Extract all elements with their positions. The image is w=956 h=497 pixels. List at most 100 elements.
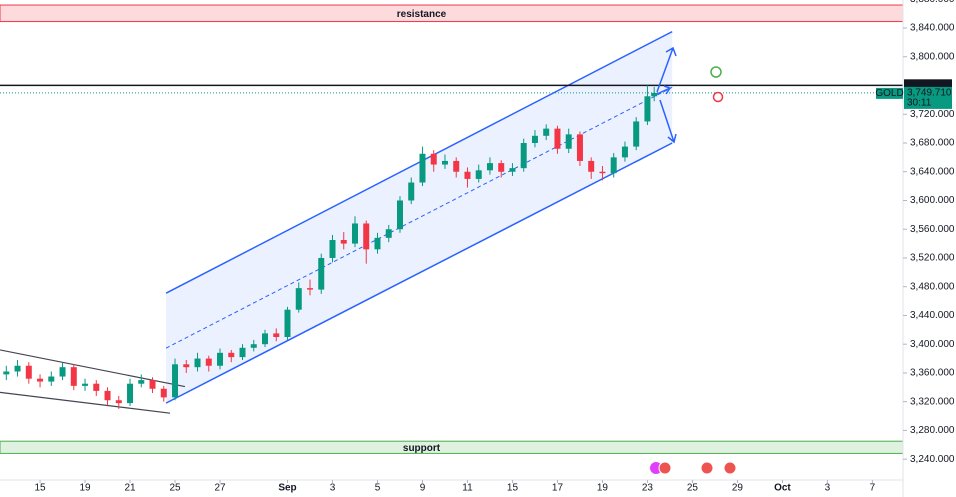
channel-line: [165, 142, 673, 404]
candle-body: [419, 153, 426, 183]
candle-body: [217, 352, 224, 366]
candle-body: [306, 288, 313, 290]
candle-body: [149, 380, 156, 389]
arrow-up: [656, 46, 677, 93]
candle-body: [621, 146, 628, 158]
candle-body: [3, 371, 10, 375]
event-icon[interactable]: [650, 462, 662, 474]
candle-body: [194, 358, 201, 368]
y-tick-label: 3,600.000: [910, 195, 955, 206]
candle-body: [82, 383, 89, 386]
candle-body: [104, 390, 111, 401]
x-tick-label: 11: [462, 483, 473, 494]
zone-label: support: [403, 443, 441, 454]
x-tick-label: Sep: [278, 483, 296, 494]
candle-body: [464, 171, 471, 179]
wedge-line: [0, 391, 171, 414]
x-tick-label: 3: [330, 483, 336, 494]
zone: [0, 4, 904, 23]
y-tick-label: 3,440.000: [910, 310, 955, 321]
candle-body: [408, 182, 415, 201]
zone-label: resistance: [397, 9, 447, 20]
arrow-flat: [656, 85, 672, 95]
candle-body: [633, 121, 640, 147]
y-tick-label: 3,520.000: [910, 253, 955, 264]
x-tick-label: 5: [375, 483, 381, 494]
candle-body: [651, 92, 658, 97]
candle-body: [520, 142, 527, 169]
candle-body: [262, 333, 269, 345]
candle-body: [25, 365, 32, 379]
x-tick-label: 29: [732, 483, 744, 494]
candle-body: [295, 288, 302, 310]
candle-body: [576, 134, 583, 161]
y-tick-label: 3,360.000: [910, 368, 955, 379]
channel-line: [165, 30, 673, 294]
candle-body: [531, 135, 538, 143]
x-tick-label: Oct: [774, 483, 791, 494]
arrow-down: [659, 99, 677, 144]
projection-arrows: [656, 46, 677, 144]
y-tick-label: 3,680.000: [910, 138, 955, 149]
event-icon[interactable]: [700, 461, 714, 475]
x-tick-label: 15: [507, 483, 519, 494]
candle-body: [37, 378, 44, 382]
candle-body: [250, 344, 257, 348]
candle-body: [284, 309, 291, 338]
candle-body: [430, 153, 437, 165]
event-icon[interactable]: [723, 461, 737, 475]
x-tick-label: 25: [169, 483, 181, 494]
candle-body: [205, 358, 212, 366]
candle-body: [318, 257, 325, 290]
candle-body: [183, 364, 190, 368]
y-tick-label: 3,320.000: [910, 396, 955, 407]
candle-body: [486, 163, 493, 171]
candle-body: [588, 160, 595, 172]
candle-body: [396, 200, 403, 230]
candle-body: [509, 168, 516, 172]
price-tag: [904, 86, 952, 109]
zone: [0, 440, 904, 454]
y-tick-label: 3,720.000: [910, 109, 955, 120]
symbol-tag-label: GOLD: [875, 88, 903, 99]
candle-body: [340, 240, 347, 244]
candle-body: [59, 367, 66, 377]
candle-body: [453, 160, 460, 172]
candle-body: [610, 157, 617, 174]
y-tick-label: 3,640.000: [910, 166, 955, 177]
symbol-tag: [876, 87, 903, 99]
candle-body: [138, 380, 145, 384]
x-tick-label: 17: [552, 483, 564, 494]
y-tick-label: 3,800.000: [910, 51, 955, 62]
candle-body: [14, 365, 21, 372]
event-icons[interactable]: [650, 461, 737, 475]
candle-body: [374, 237, 381, 250]
event-icon[interactable]: [658, 461, 672, 475]
candle-body: [599, 171, 606, 174]
candle-body: [48, 376, 55, 382]
candle-body: [127, 383, 134, 404]
candle-body: [498, 163, 505, 172]
candle-body: [475, 170, 482, 179]
candle-body: [239, 347, 246, 358]
candle-body: [351, 223, 358, 244]
candle-body: [385, 229, 392, 238]
x-tick-label: 3: [825, 483, 831, 494]
countdown-label: 30:11: [907, 98, 932, 109]
stop-marker: [712, 91, 724, 103]
level-tag-label: 3,760.267: [907, 80, 952, 91]
channel-fill: [166, 31, 673, 404]
x-tick-label: 9: [420, 483, 426, 494]
y-tick-label: 3,560.000: [910, 224, 955, 235]
candle-body: [565, 134, 572, 149]
candle-body: [554, 128, 561, 149]
x-tick-label: 23: [642, 483, 654, 494]
candle-body: [441, 160, 448, 165]
plot-area: resistance support: [0, 4, 904, 454]
candle-body: [115, 400, 122, 404]
x-tick-label: 19: [79, 483, 91, 494]
candle-body: [228, 352, 235, 358]
candle-body: [644, 96, 651, 122]
target-marker: [710, 66, 722, 78]
